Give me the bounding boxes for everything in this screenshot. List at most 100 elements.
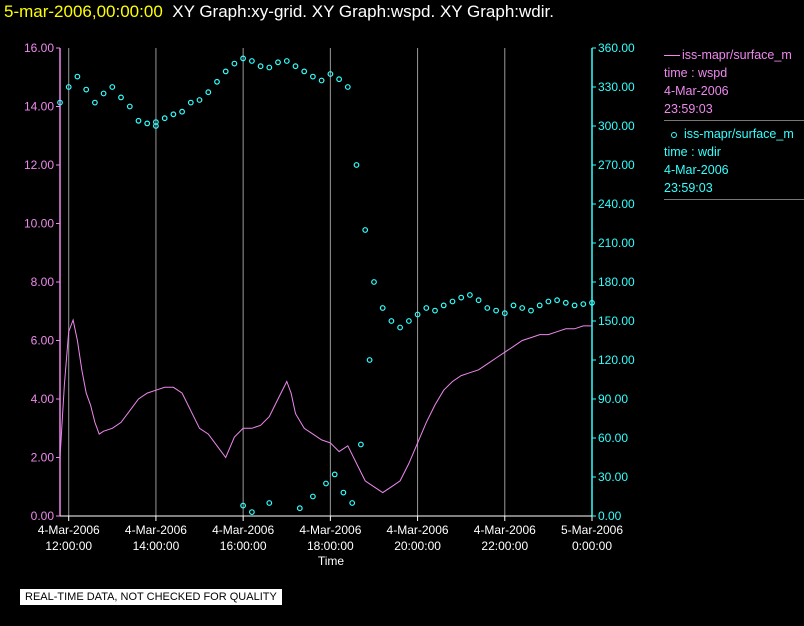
y-right-tick-label: 360.00 (598, 41, 635, 55)
axes-layer: 4-Mar-2006 12:00:00 4-Mar-2006 14:00:00 4-Ma… (24, 41, 635, 553)
series-point-wdir (187, 99, 194, 106)
series-point-wdir (344, 84, 351, 90)
grid-layer (68, 48, 593, 516)
series-point-wdir (562, 299, 569, 306)
series-point-wdir (388, 318, 395, 324)
series-line-wspd (59, 318, 592, 494)
series-point-wdir (475, 297, 482, 304)
x-tick-date: 4-Mar-2006 (387, 523, 449, 537)
series-point-wdir (379, 305, 386, 311)
series-point-wdir (519, 305, 526, 311)
legend-series-date: 4-Mar-2006 (664, 163, 729, 177)
quality-notice: REAL-TIME DATA, NOT CHECKED FOR QUALITY (20, 589, 282, 605)
series-point-wdir (109, 84, 116, 90)
x-tick-time: 12:00:00 (45, 539, 92, 553)
series-point-wdir (301, 68, 308, 75)
chart-header: 5-mar-2006,00:00:00 XY Graph:xy-grid. XY… (4, 2, 554, 22)
series-point-wdir (397, 324, 404, 331)
y-left-tick-label: 14.00 (24, 100, 54, 114)
series-layer (57, 55, 595, 515)
series-point-wdir (310, 73, 316, 80)
y-right-tick-label: 240.00 (598, 197, 635, 211)
series-point-wdir (571, 302, 578, 309)
y-left-tick-label: 0.00 (31, 509, 55, 523)
x-tick-time: 20:00:00 (394, 539, 441, 553)
series-point-wdir (554, 297, 560, 304)
series-point-wdir (65, 84, 72, 90)
series-point-wdir (205, 89, 212, 96)
header-timestamp: 5-mar-2006,00:00:00 (4, 2, 163, 21)
series-point-wdir (283, 58, 290, 64)
series-point-wdir (240, 55, 247, 62)
series-point-wdir (100, 90, 107, 97)
series-point-wdir (83, 86, 90, 93)
x-tick-date: 4-Mar-2006 (125, 523, 187, 537)
y-left-tick-label: 8.00 (31, 275, 55, 289)
series-point-wdir (74, 73, 81, 80)
series-point-wdir (327, 71, 334, 77)
legend-series-var: time : wdir (664, 145, 721, 159)
series-point-wdir (406, 318, 412, 324)
series-point-wdir (501, 310, 508, 317)
series-point-wdir (179, 108, 186, 115)
series-point-wdir (118, 94, 124, 101)
legend-entry-wdir: iss-mapr/surface_m time : wdir 4-Mar-200… (664, 125, 804, 200)
series-point-wdir (196, 97, 203, 103)
legend-series-name: iss-mapr/surface_m (682, 48, 792, 62)
series-point-wdir (414, 311, 421, 318)
legend: iss-mapr/surface_m time : wspd 4-Mar-200… (664, 46, 804, 204)
series-point-wdir (484, 305, 491, 311)
series-point-wdir (432, 307, 438, 314)
legend-line-symbol (664, 55, 680, 57)
series-point-wdir (296, 505, 303, 512)
series-point-wdir (248, 509, 255, 515)
series-point-wdir (449, 298, 456, 305)
series-point-wdir (240, 502, 247, 509)
y-right-tick-label: 150.00 (598, 314, 635, 328)
x-tick-date: 4-Mar-2006 (299, 523, 361, 537)
series-point-wdir (214, 78, 220, 85)
series-point-wdir (161, 115, 168, 122)
x-tick-time: 0:00:00 (572, 539, 612, 553)
series-point-wdir (510, 302, 517, 309)
series-point-wdir (266, 500, 273, 506)
series-point-wdir (257, 63, 264, 70)
series-point-wdir (440, 302, 447, 309)
series-point-wdir (349, 500, 356, 506)
series-point-wdir (589, 299, 595, 306)
series-point-wdir (493, 307, 500, 314)
series-point-wdir (318, 77, 325, 84)
x-axis-label: Time (318, 554, 345, 568)
legend-series-var: time : wspd (664, 66, 728, 80)
series-point-wdir (231, 60, 238, 67)
series-point-wdir (467, 292, 473, 298)
x-tick-date: 4-Mar-2006 (212, 523, 274, 537)
series-point-wdir (458, 294, 465, 301)
series-point-wdir (57, 99, 63, 106)
x-tick-date: 4-Mar-2006 (38, 523, 100, 537)
series-point-wdir (135, 117, 142, 124)
y-right-tick-label: 180.00 (598, 275, 635, 289)
y-left-tick-label: 4.00 (31, 392, 55, 406)
y-left-tick-label: 6.00 (31, 334, 55, 348)
y-right-tick-label: 300.00 (598, 119, 635, 133)
series-point-wdir (266, 64, 273, 71)
series-point-wdir (340, 489, 347, 496)
series-point-wdir (275, 59, 281, 66)
header-graph-names: XY Graph:xy-grid. XY Graph:wspd. XY Grap… (172, 2, 554, 21)
x-tick-time: 16:00:00 (220, 539, 267, 553)
series-point-wdir (362, 227, 369, 233)
x-tick-date: 5-Mar-2006 (561, 523, 623, 537)
y-right-tick-label: 120.00 (598, 353, 635, 367)
y-right-tick-label: 60.00 (598, 431, 628, 445)
y-right-tick-label: 330.00 (598, 80, 635, 94)
legend-circle-symbol (671, 131, 677, 138)
x-tick-time: 22:00:00 (481, 539, 528, 553)
legend-series-date: 4-Mar-2006 (664, 84, 729, 98)
y-left-tick-label: 10.00 (24, 217, 54, 231)
y-left-tick-label: 12.00 (24, 158, 54, 172)
series-point-wdir (528, 307, 534, 314)
legend-series-time: 23:59:03 (664, 102, 713, 116)
series-point-wdir (353, 162, 360, 168)
